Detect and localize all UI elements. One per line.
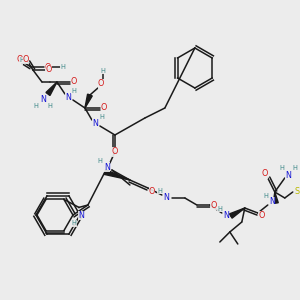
Text: H: H: [100, 114, 104, 120]
Text: N: N: [65, 94, 71, 103]
Text: N: N: [40, 94, 46, 103]
Text: O: O: [46, 65, 52, 74]
Text: N: N: [104, 163, 110, 172]
Text: N: N: [92, 119, 98, 128]
Text: N: N: [223, 212, 229, 220]
Text: H: H: [20, 55, 26, 61]
Text: N: N: [163, 194, 169, 202]
Text: O: O: [149, 188, 155, 196]
Text: H: H: [98, 158, 102, 164]
Text: O: O: [101, 103, 107, 112]
Text: H: H: [279, 165, 284, 171]
Text: H: H: [34, 103, 38, 109]
Text: O: O: [211, 200, 217, 209]
Text: N: N: [78, 211, 84, 220]
Polygon shape: [273, 192, 278, 203]
Text: O: O: [262, 169, 268, 178]
Text: O: O: [17, 56, 23, 64]
Text: H: H: [71, 220, 76, 226]
Text: N: N: [285, 170, 291, 179]
Text: H: H: [100, 68, 105, 74]
Text: O: O: [45, 62, 51, 71]
Text: O: O: [23, 55, 29, 64]
Polygon shape: [85, 94, 92, 108]
Polygon shape: [46, 82, 57, 95]
Polygon shape: [104, 169, 130, 180]
Text: H: H: [71, 88, 76, 94]
Text: H: H: [292, 165, 297, 171]
Text: H: H: [47, 103, 52, 109]
Text: O: O: [112, 148, 118, 157]
Text: O: O: [71, 77, 77, 86]
Text: O: O: [259, 212, 265, 220]
Text: H: H: [263, 193, 268, 199]
Text: N: N: [269, 197, 275, 206]
Text: S: S: [294, 188, 299, 196]
Text: O: O: [98, 80, 104, 88]
Text: H: H: [20, 57, 24, 63]
Text: H: H: [158, 188, 162, 194]
Polygon shape: [230, 208, 245, 218]
Text: H: H: [61, 64, 65, 70]
Text: H: H: [218, 206, 222, 212]
